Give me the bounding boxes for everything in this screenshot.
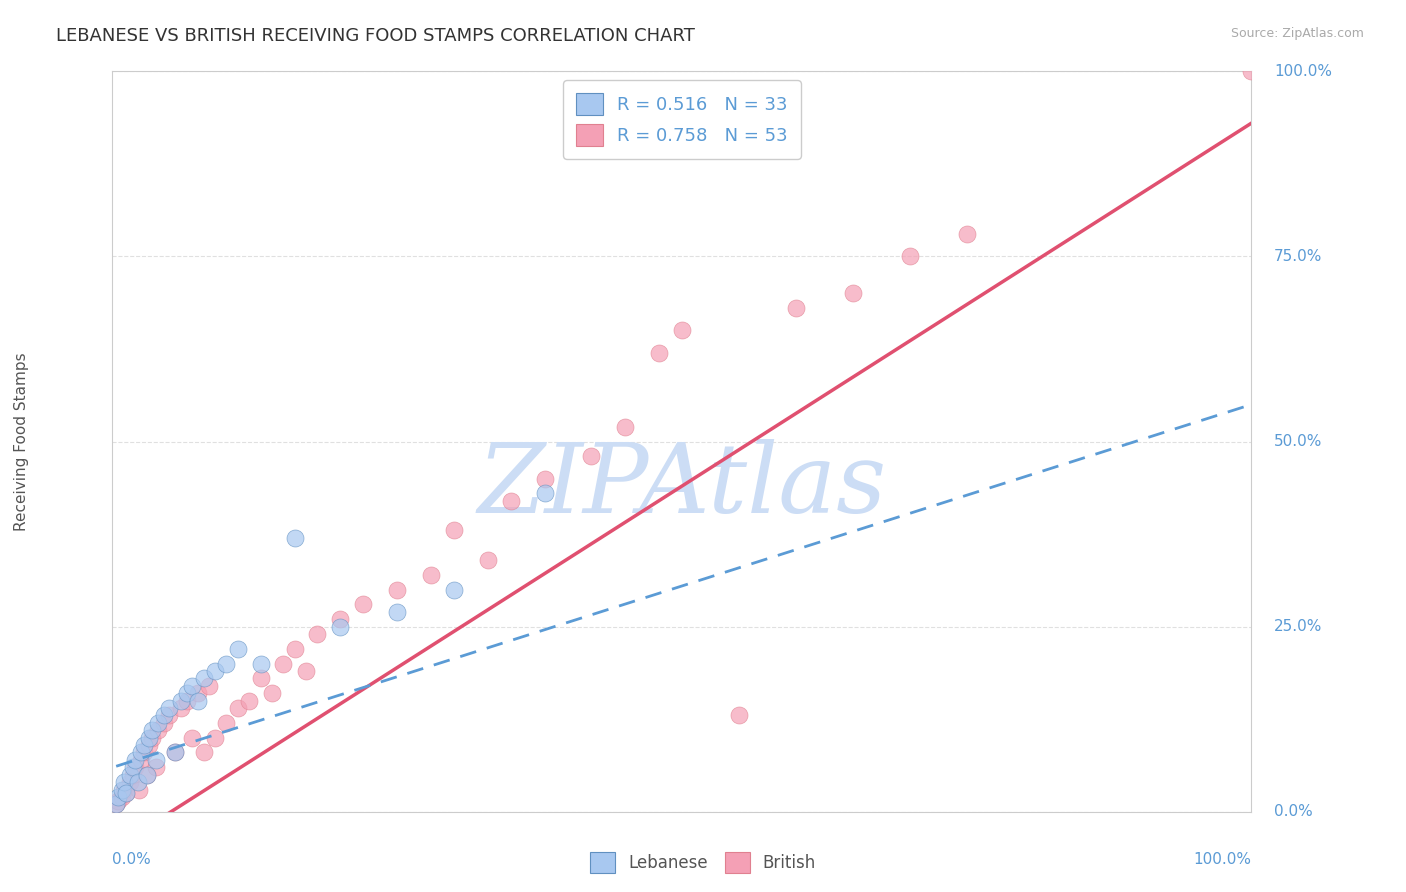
Text: 75.0%: 75.0% [1274, 249, 1323, 264]
Point [135, 767, 157, 781]
Point [170, 694, 193, 708]
Point [134, 746, 156, 760]
Point [238, 694, 260, 708]
Point [146, 715, 169, 730]
Legend: R = 0.516   N = 33, R = 0.758   N = 53: R = 0.516 N = 33, R = 0.758 N = 53 [564, 80, 800, 159]
Point [141, 731, 163, 745]
Point [129, 746, 152, 760]
Point [122, 767, 145, 781]
Point [187, 686, 209, 700]
Point [329, 612, 352, 626]
Point [110, 782, 132, 797]
Point [134, 738, 156, 752]
Point [115, 786, 138, 800]
Point [128, 782, 150, 797]
Point [534, 486, 557, 500]
Text: LEBANESE VS BRITISH RECEIVING FOOD STAMPS CORRELATION CHART: LEBANESE VS BRITISH RECEIVING FOOD STAMP… [56, 27, 695, 45]
Point [284, 641, 307, 656]
Point [1240, 64, 1263, 78]
Point [129, 753, 152, 767]
Point [198, 679, 221, 693]
Point [204, 731, 226, 745]
Point [443, 524, 465, 538]
Point [110, 789, 132, 804]
Point [152, 708, 174, 723]
Point [138, 731, 160, 745]
Point [785, 301, 807, 316]
Point [118, 767, 141, 781]
Text: ZIPAtlas: ZIPAtlas [478, 439, 886, 533]
Point [112, 782, 135, 797]
Text: 100.0%: 100.0% [1274, 64, 1331, 78]
Point [127, 775, 149, 789]
Point [249, 672, 271, 686]
Point [352, 598, 374, 612]
Point [648, 345, 671, 359]
Point [165, 746, 187, 760]
Point [249, 657, 271, 671]
Point [956, 227, 979, 242]
Point [176, 694, 198, 708]
Point [124, 753, 146, 767]
Point [284, 531, 307, 545]
Point [841, 286, 863, 301]
Point [420, 567, 443, 582]
Point [204, 664, 226, 678]
Point [135, 767, 157, 781]
Point [295, 664, 318, 678]
Text: 50.0%: 50.0% [1274, 434, 1323, 449]
Text: 100.0%: 100.0% [1194, 853, 1251, 867]
Point [141, 723, 163, 738]
Point [176, 686, 198, 700]
Text: 0.0%: 0.0% [112, 853, 152, 867]
Point [145, 760, 167, 774]
Point [443, 582, 465, 597]
Point [187, 694, 209, 708]
Point [165, 746, 187, 760]
Point [385, 582, 409, 597]
Point [193, 672, 215, 686]
Point [107, 794, 129, 808]
Point [215, 657, 238, 671]
Point [145, 753, 167, 767]
Point [477, 553, 499, 567]
Point [122, 760, 145, 774]
Text: 25.0%: 25.0% [1274, 619, 1323, 634]
Point [260, 686, 283, 700]
Point [226, 701, 249, 715]
Point [159, 701, 180, 715]
Text: Receiving Food Stamps: Receiving Food Stamps [14, 352, 30, 531]
Point [307, 627, 329, 641]
Point [385, 605, 409, 619]
Point [107, 789, 129, 804]
Point [104, 797, 127, 812]
Point [501, 493, 523, 508]
Point [215, 715, 238, 730]
Point [193, 746, 215, 760]
Point [146, 723, 169, 738]
Point [159, 708, 180, 723]
Point [181, 679, 204, 693]
Point [152, 715, 174, 730]
Point [671, 324, 693, 338]
Point [534, 472, 557, 486]
Point [115, 786, 138, 800]
Text: 0.0%: 0.0% [1274, 805, 1313, 819]
Legend: Lebanese, British: Lebanese, British [583, 846, 823, 880]
Point [118, 775, 141, 789]
Point [112, 775, 135, 789]
Point [170, 701, 193, 715]
Point [181, 731, 204, 745]
Point [271, 657, 295, 671]
Point [124, 760, 146, 774]
Point [329, 619, 352, 633]
Text: Source: ZipAtlas.com: Source: ZipAtlas.com [1230, 27, 1364, 40]
Point [728, 708, 751, 723]
Point [579, 450, 602, 464]
Point [104, 797, 127, 812]
Point [613, 419, 636, 434]
Point [226, 641, 249, 656]
Point [898, 250, 921, 264]
Point [138, 738, 160, 752]
